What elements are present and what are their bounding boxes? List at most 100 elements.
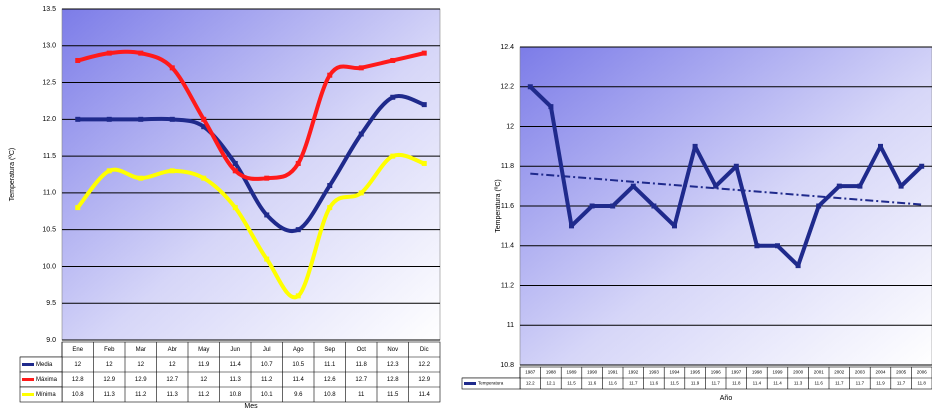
point-marker: [106, 168, 112, 174]
x-tick-label: Jul: [263, 347, 271, 353]
x-tick-label: 2002: [834, 370, 845, 375]
x-tick-label: 2006: [917, 370, 928, 375]
x-tick-label: 1988: [546, 370, 557, 375]
point-marker: [630, 183, 636, 189]
point-marker: [138, 175, 144, 181]
table-cell: 12.6: [324, 377, 336, 383]
table-cell: 10.7: [261, 362, 273, 368]
table-cell: 12.7: [166, 377, 178, 383]
legend-cell: [19, 386, 63, 403]
x-tick-label: 1997: [731, 370, 742, 375]
y-axis-title: Temperatura (ºC): [9, 148, 16, 202]
table-cell: 11.2: [198, 392, 210, 398]
point-marker: [327, 205, 333, 211]
table-cell: 9.6: [294, 392, 303, 398]
y-tick-label: 9.0: [46, 337, 56, 344]
point-marker: [390, 57, 396, 63]
point-marker: [569, 223, 574, 229]
point-marker: [295, 160, 301, 166]
point-marker: [919, 163, 925, 169]
table-cell: 12: [169, 362, 176, 368]
point-marker: [795, 263, 801, 269]
table-cell: 11.8: [917, 381, 926, 386]
table-cell: 11.8: [732, 381, 741, 386]
table-cell: 11: [358, 392, 365, 398]
point-marker: [857, 183, 863, 189]
x-tick-label: Jun: [230, 347, 240, 353]
point-marker: [898, 183, 904, 189]
point-marker: [816, 203, 822, 209]
x-tick-label: 2001: [814, 370, 825, 375]
table-cell: 11.7: [897, 381, 906, 386]
point-marker: [264, 256, 270, 262]
point-marker: [75, 116, 81, 122]
table-cell: 12.3: [387, 362, 399, 368]
table-cell: 10.8: [229, 392, 241, 398]
table-cell: 12.8: [72, 377, 84, 383]
x-tick-label: Ago: [293, 347, 304, 353]
point-marker: [327, 72, 333, 78]
point-marker: [232, 160, 238, 166]
point-marker: [169, 168, 175, 174]
x-tick-label: 1992: [628, 370, 639, 375]
x-tick-label: 1998: [752, 370, 763, 375]
table-cell: 12.2: [418, 362, 430, 368]
x-tick-label: 2003: [855, 370, 866, 375]
x-tick-label: 1996: [711, 370, 722, 375]
table-cell: 12.1: [547, 381, 556, 386]
table-cell: 11.4: [230, 362, 242, 368]
x-tick-label: 1995: [690, 370, 701, 375]
table-cell: 11.2: [261, 377, 273, 383]
x-tick-label: 2005: [896, 370, 907, 375]
y-tick-label: 13.0: [42, 43, 56, 50]
table-cell: 12.8: [387, 377, 399, 383]
table-cell: 11.9: [876, 381, 885, 386]
x-tick-label: May: [198, 347, 209, 353]
y-axis-title: Temperatura (ºC): [495, 179, 502, 233]
point-marker: [358, 131, 364, 137]
trendline: [530, 172, 922, 206]
point-marker: [75, 205, 81, 211]
table-cell: 11.4: [419, 392, 431, 398]
y-tick-label: 10.0: [42, 263, 56, 270]
point-marker: [878, 143, 883, 149]
point-marker: [138, 50, 144, 56]
point-marker: [201, 116, 207, 122]
point-marker: [232, 205, 238, 211]
y-tick-label: 12.5: [42, 79, 56, 86]
point-marker: [713, 183, 719, 189]
table-cell: 11.4: [753, 381, 762, 386]
table-cell: 11.8: [356, 362, 368, 368]
table-cell: 11.5: [567, 381, 576, 386]
x-tick-label: 1990: [587, 370, 598, 375]
y-tick-label: 12.2: [500, 84, 514, 91]
legend-label: Mínima: [36, 392, 56, 398]
x-axis-title: Mes: [244, 403, 258, 409]
table-cell: 11.4: [293, 377, 305, 383]
legend-cell: [461, 377, 521, 390]
point-marker: [390, 94, 396, 100]
point-marker: [692, 143, 698, 149]
y-tick-label: 13.5: [42, 6, 56, 13]
point-marker: [421, 102, 427, 108]
y-tick-label: 11.2: [501, 282, 514, 289]
x-tick-label: 1989: [566, 370, 577, 375]
table-cell: 11.7: [856, 381, 865, 386]
y-tick-label: 11.6: [501, 203, 514, 210]
point-marker: [75, 57, 81, 63]
y-tick-label: 12: [506, 123, 514, 130]
point-marker: [527, 84, 533, 90]
table-cell: 11.6: [650, 381, 659, 386]
y-tick-label: 10.5: [42, 227, 56, 234]
y-tick-label: 11: [507, 322, 514, 329]
table-cell: 12.7: [355, 377, 367, 383]
x-tick-label: Sep: [324, 347, 335, 353]
table-cell: 11.7: [629, 381, 638, 386]
point-marker: [264, 212, 270, 218]
legend-label: Media: [36, 362, 53, 368]
point-marker: [295, 227, 301, 233]
x-tick-label: 2004: [875, 370, 886, 375]
table-cell: 10.8: [324, 392, 336, 398]
y-tick-label: 12.4: [500, 44, 514, 51]
